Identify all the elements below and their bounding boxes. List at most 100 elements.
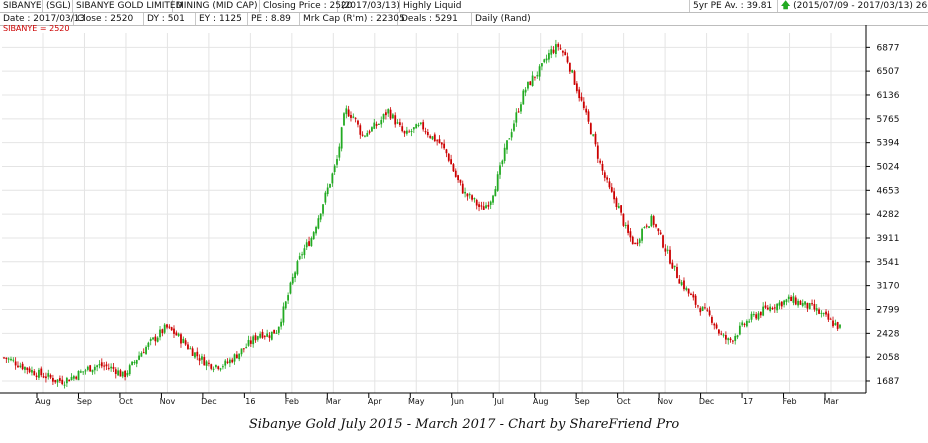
candle-body <box>378 123 380 125</box>
candle-body <box>722 334 725 336</box>
candle-body <box>701 306 704 311</box>
candle-body <box>196 351 199 357</box>
candle-body <box>464 191 466 194</box>
y-tick-label: 2058 <box>877 353 900 363</box>
stat-pe: PE : 8.89 <box>248 13 300 25</box>
candle-body <box>466 193 469 197</box>
candle-body <box>86 366 89 370</box>
candle-body <box>429 136 432 138</box>
candle-body <box>359 125 362 135</box>
candle-body <box>808 303 811 310</box>
candle-body <box>818 309 820 314</box>
candle-body <box>561 50 564 53</box>
candle-body <box>280 321 283 327</box>
candle-body <box>508 138 511 140</box>
candle-body <box>468 194 471 196</box>
candle-body <box>24 366 26 370</box>
company-name: SIBANYE GOLD LIMITED <box>73 0 183 12</box>
candle-body <box>282 306 285 323</box>
candle-body <box>650 215 653 227</box>
candle-body <box>592 134 595 136</box>
candle-body <box>415 124 418 129</box>
candle-body <box>294 272 296 279</box>
candle-body <box>357 120 359 125</box>
candle-body <box>322 204 324 214</box>
candle-body <box>233 354 236 362</box>
candle-body <box>366 133 369 137</box>
candle-body <box>825 311 827 315</box>
candle-body <box>368 131 371 133</box>
candle-body <box>75 376 78 379</box>
candle-body <box>694 295 697 305</box>
candle-body <box>28 368 31 373</box>
candle-body <box>7 358 10 360</box>
candle-body <box>163 324 166 333</box>
candle-body <box>149 339 152 341</box>
candle-body <box>103 365 106 367</box>
candle-body <box>545 58 548 61</box>
y-tick-label: 5765 <box>877 115 900 125</box>
candle-body <box>629 231 632 238</box>
candle-body <box>676 266 678 279</box>
candle-body <box>352 116 355 118</box>
candle-body <box>822 313 825 315</box>
x-tick-label: Aug <box>35 397 51 406</box>
candle-body <box>645 225 648 227</box>
candle-body <box>259 333 262 338</box>
candle-body <box>331 173 334 184</box>
candle-body <box>503 147 506 161</box>
candle-body <box>219 368 222 370</box>
candle-body <box>669 249 671 264</box>
candle-body <box>638 239 641 243</box>
candle-body <box>263 336 266 338</box>
candle-body <box>152 337 154 340</box>
candle-body <box>128 365 131 375</box>
candle-body <box>212 368 215 370</box>
candle-body <box>68 379 71 382</box>
candle-body <box>405 130 408 134</box>
candle-body <box>766 307 769 310</box>
info-bar-top: SIBANYE (SGL) SIBANYE GOLD LIMITED MININ… <box>0 0 928 13</box>
candle-body <box>473 198 476 200</box>
candle-body <box>657 228 660 232</box>
candle-body <box>371 127 373 132</box>
candle-body <box>354 117 357 119</box>
candle-body <box>385 112 387 116</box>
candle-body <box>603 172 606 178</box>
candle-body <box>391 114 394 119</box>
candle-body <box>161 329 164 334</box>
candle-body <box>17 365 19 368</box>
candle-body <box>180 334 182 344</box>
candle-body <box>84 370 87 372</box>
candle-body <box>26 367 29 370</box>
candle-body <box>778 302 781 306</box>
candle-body <box>627 224 629 233</box>
candle-body <box>564 51 567 56</box>
candle-body <box>573 71 576 85</box>
candle-body <box>417 124 420 126</box>
candle-body <box>697 305 699 307</box>
candle-body <box>79 371 82 373</box>
candle-body <box>794 297 797 305</box>
candle-body <box>254 335 257 341</box>
candle-body <box>699 308 702 313</box>
candle-body <box>345 108 348 115</box>
candle-body <box>839 324 841 328</box>
candle-body <box>783 300 786 305</box>
candle-body <box>291 277 294 284</box>
candle-body <box>422 122 425 130</box>
candle-body <box>506 140 508 150</box>
series-label: SIBANYE = 2520 <box>3 24 70 33</box>
pe-average: 5yr PE Av. : 39.81 <box>690 0 778 12</box>
candle-body <box>594 133 597 145</box>
x-tick-label: Mar <box>823 397 839 406</box>
candle-body <box>750 313 753 320</box>
y-ticks: 6877 6507 6136 5765 5394 5024 4653 4282 3911 3541… <box>866 43 900 387</box>
candle-body <box>827 313 830 320</box>
candle-body <box>447 153 450 161</box>
candle-body <box>557 43 560 47</box>
x-tick-label: Nov <box>160 397 176 406</box>
candle-body <box>443 143 446 149</box>
candle-body <box>757 313 760 320</box>
stat-market-cap: Mrk Cap (R'm) : 22305 <box>300 13 405 25</box>
